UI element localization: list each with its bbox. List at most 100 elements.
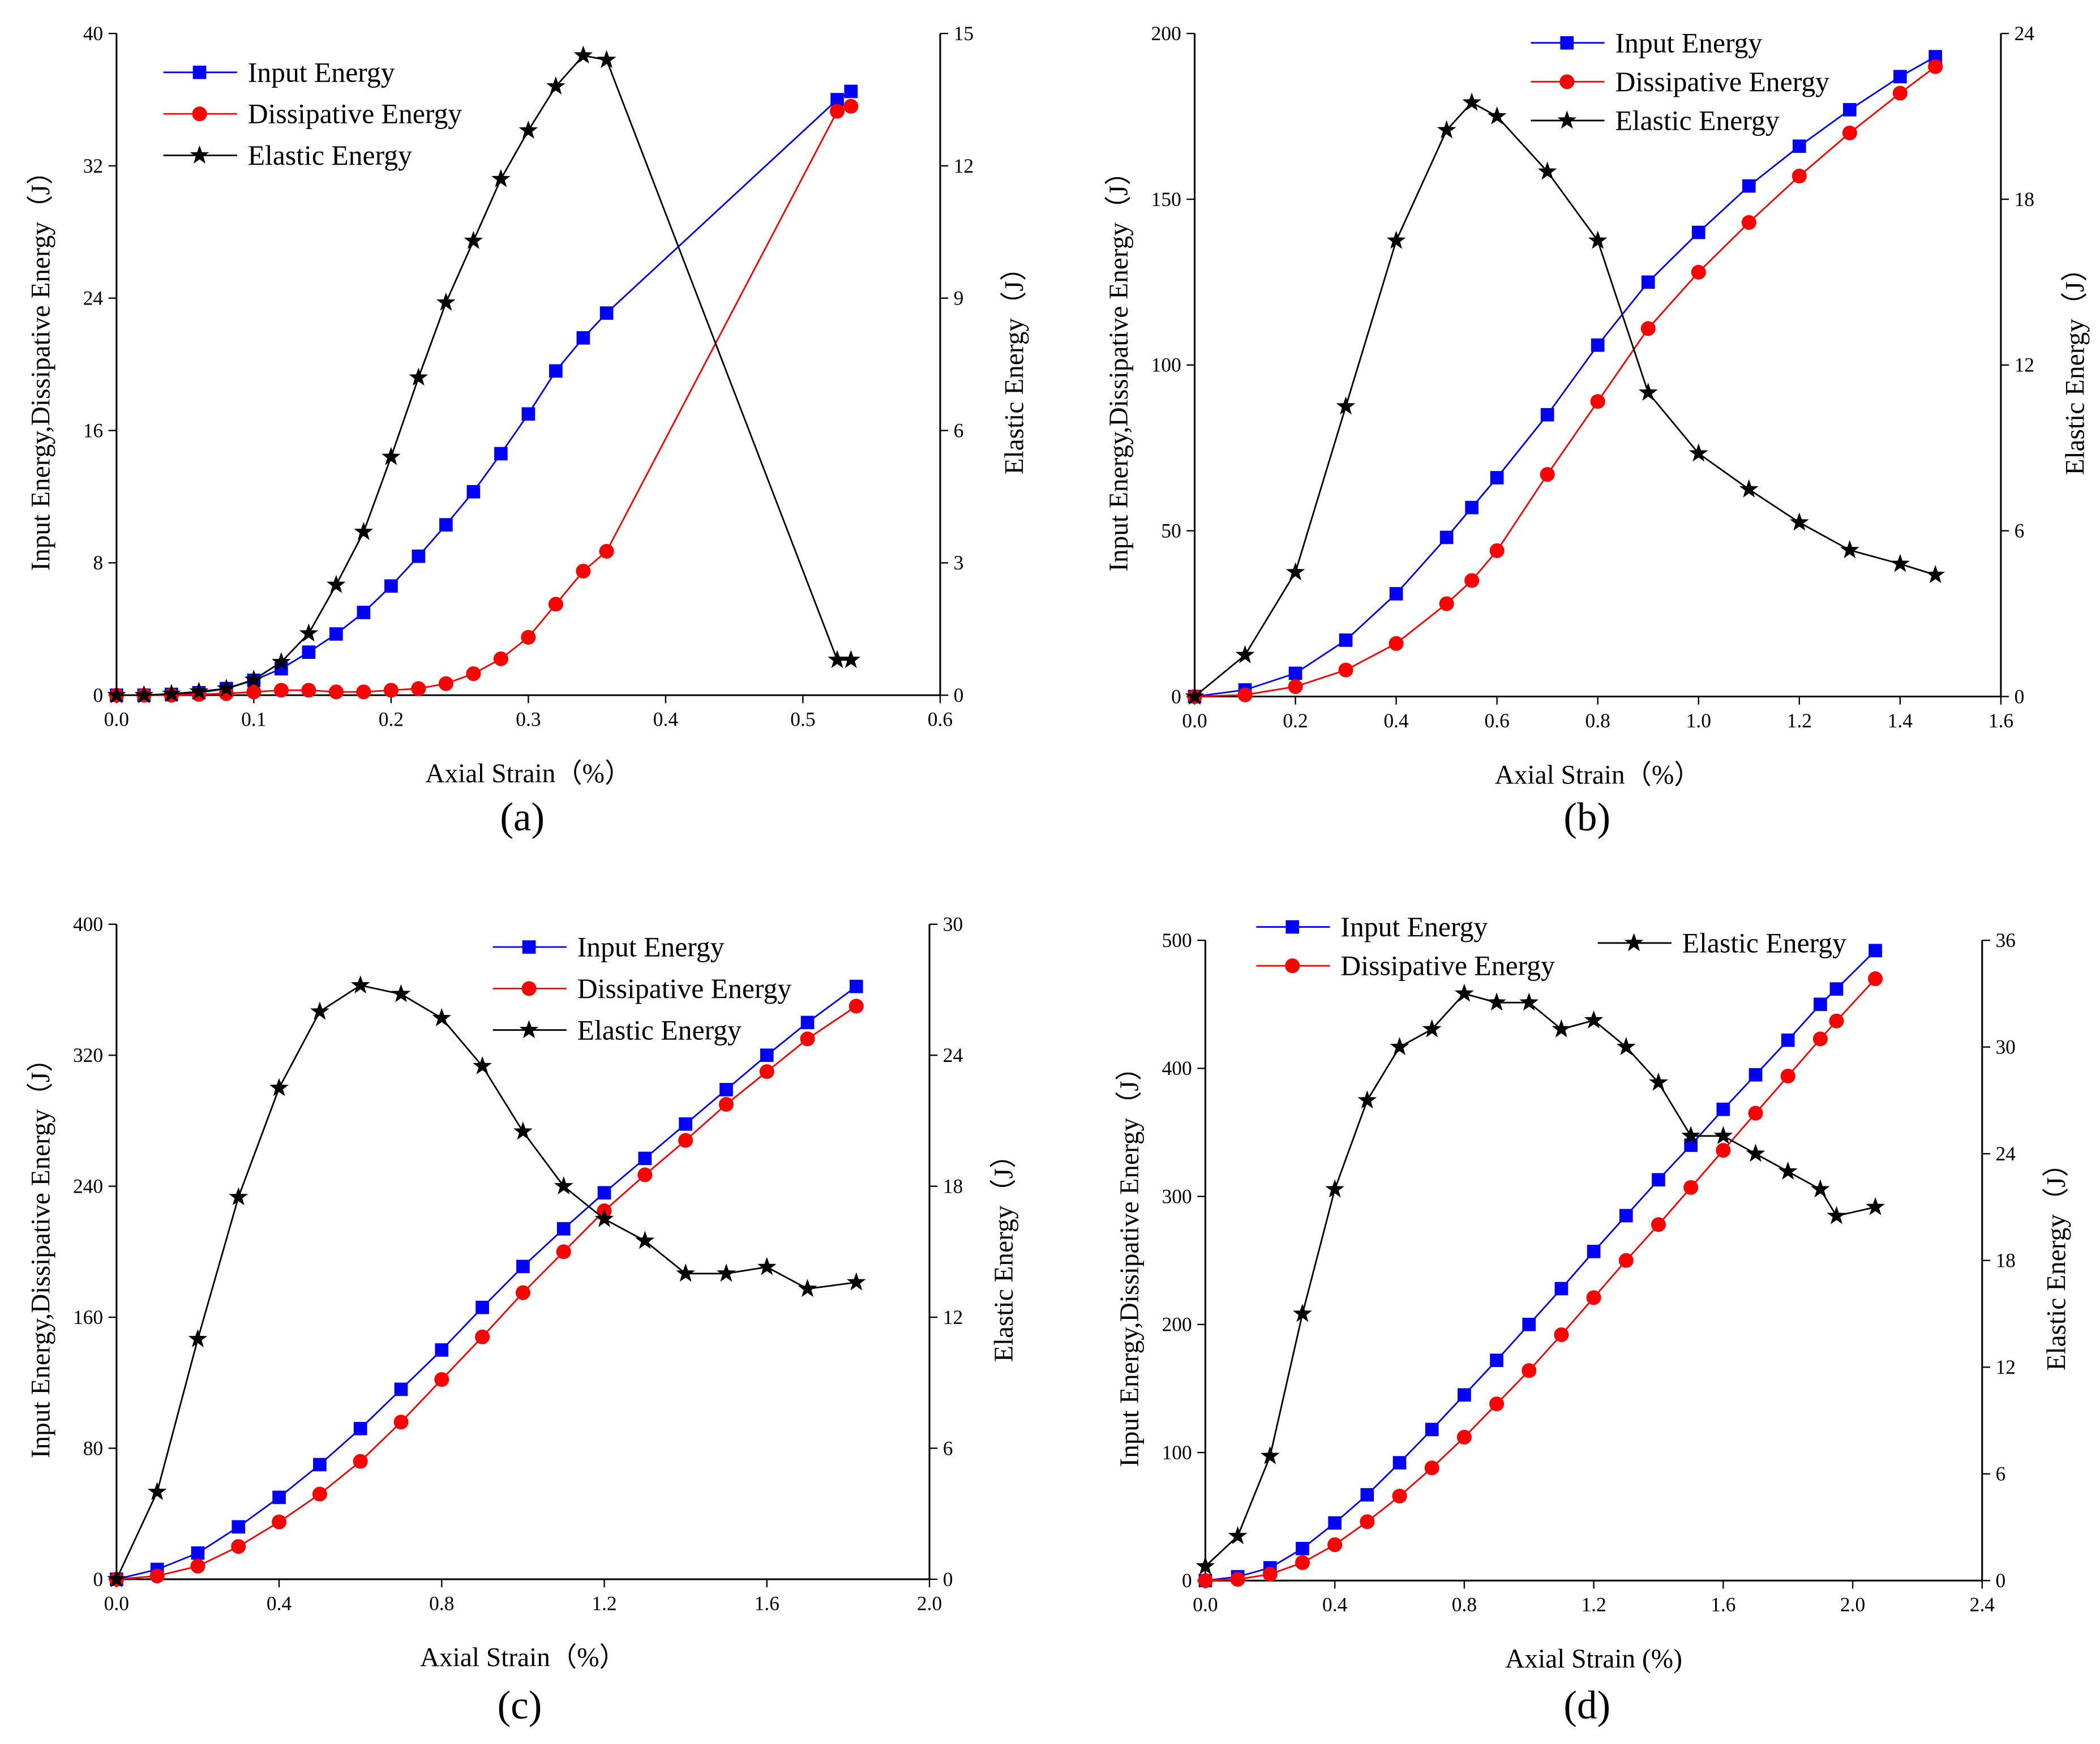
panel-label: (b): [1563, 795, 1610, 839]
data-point: [1790, 512, 1809, 531]
data-point: [1522, 1318, 1536, 1331]
data-point: [556, 1244, 571, 1259]
y2-tick-label: 15: [954, 22, 974, 45]
data-point: [1691, 264, 1706, 280]
y-tick-label: 160: [73, 1306, 103, 1329]
data-point: [1926, 565, 1945, 584]
data-point: [1228, 1526, 1248, 1545]
x-tick-label: 1.6: [755, 1592, 779, 1614]
legend-marker: [192, 65, 207, 79]
y2-tick-label: 12: [954, 155, 974, 177]
data-point: [382, 447, 401, 465]
series-input-energy: [110, 84, 858, 702]
y-tick-label: 200: [1151, 22, 1181, 45]
legend-marker: [192, 106, 207, 122]
y-tick-label: 400: [73, 913, 103, 936]
y2-tick-label: 3: [954, 551, 964, 574]
data-point: [1237, 687, 1253, 702]
data-point: [1285, 562, 1305, 581]
data-point: [1827, 1206, 1846, 1224]
y2-tick-label: 6: [943, 1437, 953, 1459]
data-point: [1392, 1456, 1407, 1470]
data-point: [434, 1372, 449, 1387]
y-tick-label: 0: [1182, 1569, 1192, 1592]
data-point: [1360, 1514, 1375, 1529]
data-point: [1465, 500, 1478, 515]
chart-panel-d: 0.0 0.4 0.8 1.2 1.6 2.0 2.40100200300400500061…: [1115, 911, 2071, 1728]
data-point: [1487, 106, 1507, 125]
y2-tick-label: 6: [954, 419, 964, 442]
y-tick-label: 200: [1162, 1313, 1192, 1336]
data-point: [759, 1064, 774, 1079]
legend-label: Dissipative Energy: [248, 98, 462, 130]
legend-item: Elastic Energy: [163, 140, 412, 171]
chart-panel-c: 0.0 0.4 0.8 1.2 1.6 2.00801602403204000612182…: [27, 913, 1019, 1728]
data-point: [1868, 971, 1883, 987]
data-point: [718, 1096, 734, 1112]
series-dissipative-energy: [1198, 971, 1883, 1588]
data-point: [217, 678, 236, 697]
data-point: [597, 1186, 611, 1200]
x-tick-label: 0.1: [241, 708, 266, 731]
legend-marker: [1285, 920, 1300, 934]
legend-marker: [1557, 110, 1577, 129]
data-point: [1540, 408, 1554, 422]
data-point: [302, 645, 316, 659]
data-point: [229, 1187, 248, 1206]
x-tick-label: 2.0: [917, 1592, 942, 1614]
data-point: [107, 1569, 126, 1588]
data-point: [1425, 1422, 1439, 1437]
data-point: [188, 1329, 208, 1348]
data-point: [232, 1520, 246, 1534]
legend-item: Dissipative Energy: [492, 973, 791, 1004]
data-point: [246, 684, 262, 700]
data-point: [1641, 275, 1655, 289]
data-point: [493, 651, 508, 666]
data-point: [269, 1078, 289, 1096]
data-point: [312, 1486, 327, 1502]
series-dissipative-energy: [109, 98, 859, 703]
legend-marker: [1559, 74, 1575, 89]
x-tick-label: 1.6: [1711, 1593, 1735, 1616]
data-point: [1386, 230, 1406, 249]
data-point: [1616, 1037, 1636, 1055]
x-tick-label: 0.2: [1283, 709, 1308, 732]
y2-tick-label: 36: [1995, 929, 2015, 952]
data-point: [350, 975, 370, 994]
y2-tick-label: 18: [2015, 188, 2034, 211]
data-point: [844, 84, 858, 98]
data-point: [1464, 573, 1480, 588]
legend-label: Elastic Energy: [248, 140, 412, 171]
x-tick-label: 2.0: [1840, 1593, 1865, 1616]
data-point: [1357, 1090, 1377, 1109]
legend-item: Elastic Energy: [492, 1014, 742, 1045]
data-point: [394, 1382, 408, 1396]
data-point: [556, 1222, 571, 1236]
y-axis-label: Input Energy,Dissipative Energy（J）: [27, 158, 56, 571]
data-point: [1778, 1161, 1798, 1180]
series-line: [1205, 950, 1876, 1582]
y-axis-label: Input Energy,Dissipative Energy（J）: [1104, 158, 1134, 572]
data-point: [549, 364, 563, 378]
data-point: [576, 563, 591, 579]
data-point: [299, 623, 319, 642]
y-tick-label: 150: [1151, 188, 1181, 211]
data-point: [676, 1263, 695, 1282]
data-point: [800, 1031, 815, 1047]
data-point: [1792, 168, 1807, 184]
data-point: [357, 606, 371, 619]
panel-label: (d): [1563, 1683, 1610, 1728]
series-input-energy: [110, 979, 863, 1586]
x-axis-label: Axial Strain（%）: [420, 1643, 626, 1673]
y-tick-label: 100: [1151, 354, 1181, 376]
legend-label: Elastic Energy: [1615, 105, 1779, 136]
data-point: [432, 1008, 452, 1027]
y2-tick-label: 0: [1995, 1569, 2005, 1592]
y-tick-label: 16: [83, 419, 103, 442]
data-point: [1868, 944, 1882, 958]
data-point: [597, 50, 616, 68]
data-point: [1618, 1253, 1634, 1268]
x-tick-label: 0.8: [1585, 709, 1610, 732]
data-point: [1866, 1197, 1885, 1215]
legend-item: Elastic Energy: [1531, 105, 1780, 136]
